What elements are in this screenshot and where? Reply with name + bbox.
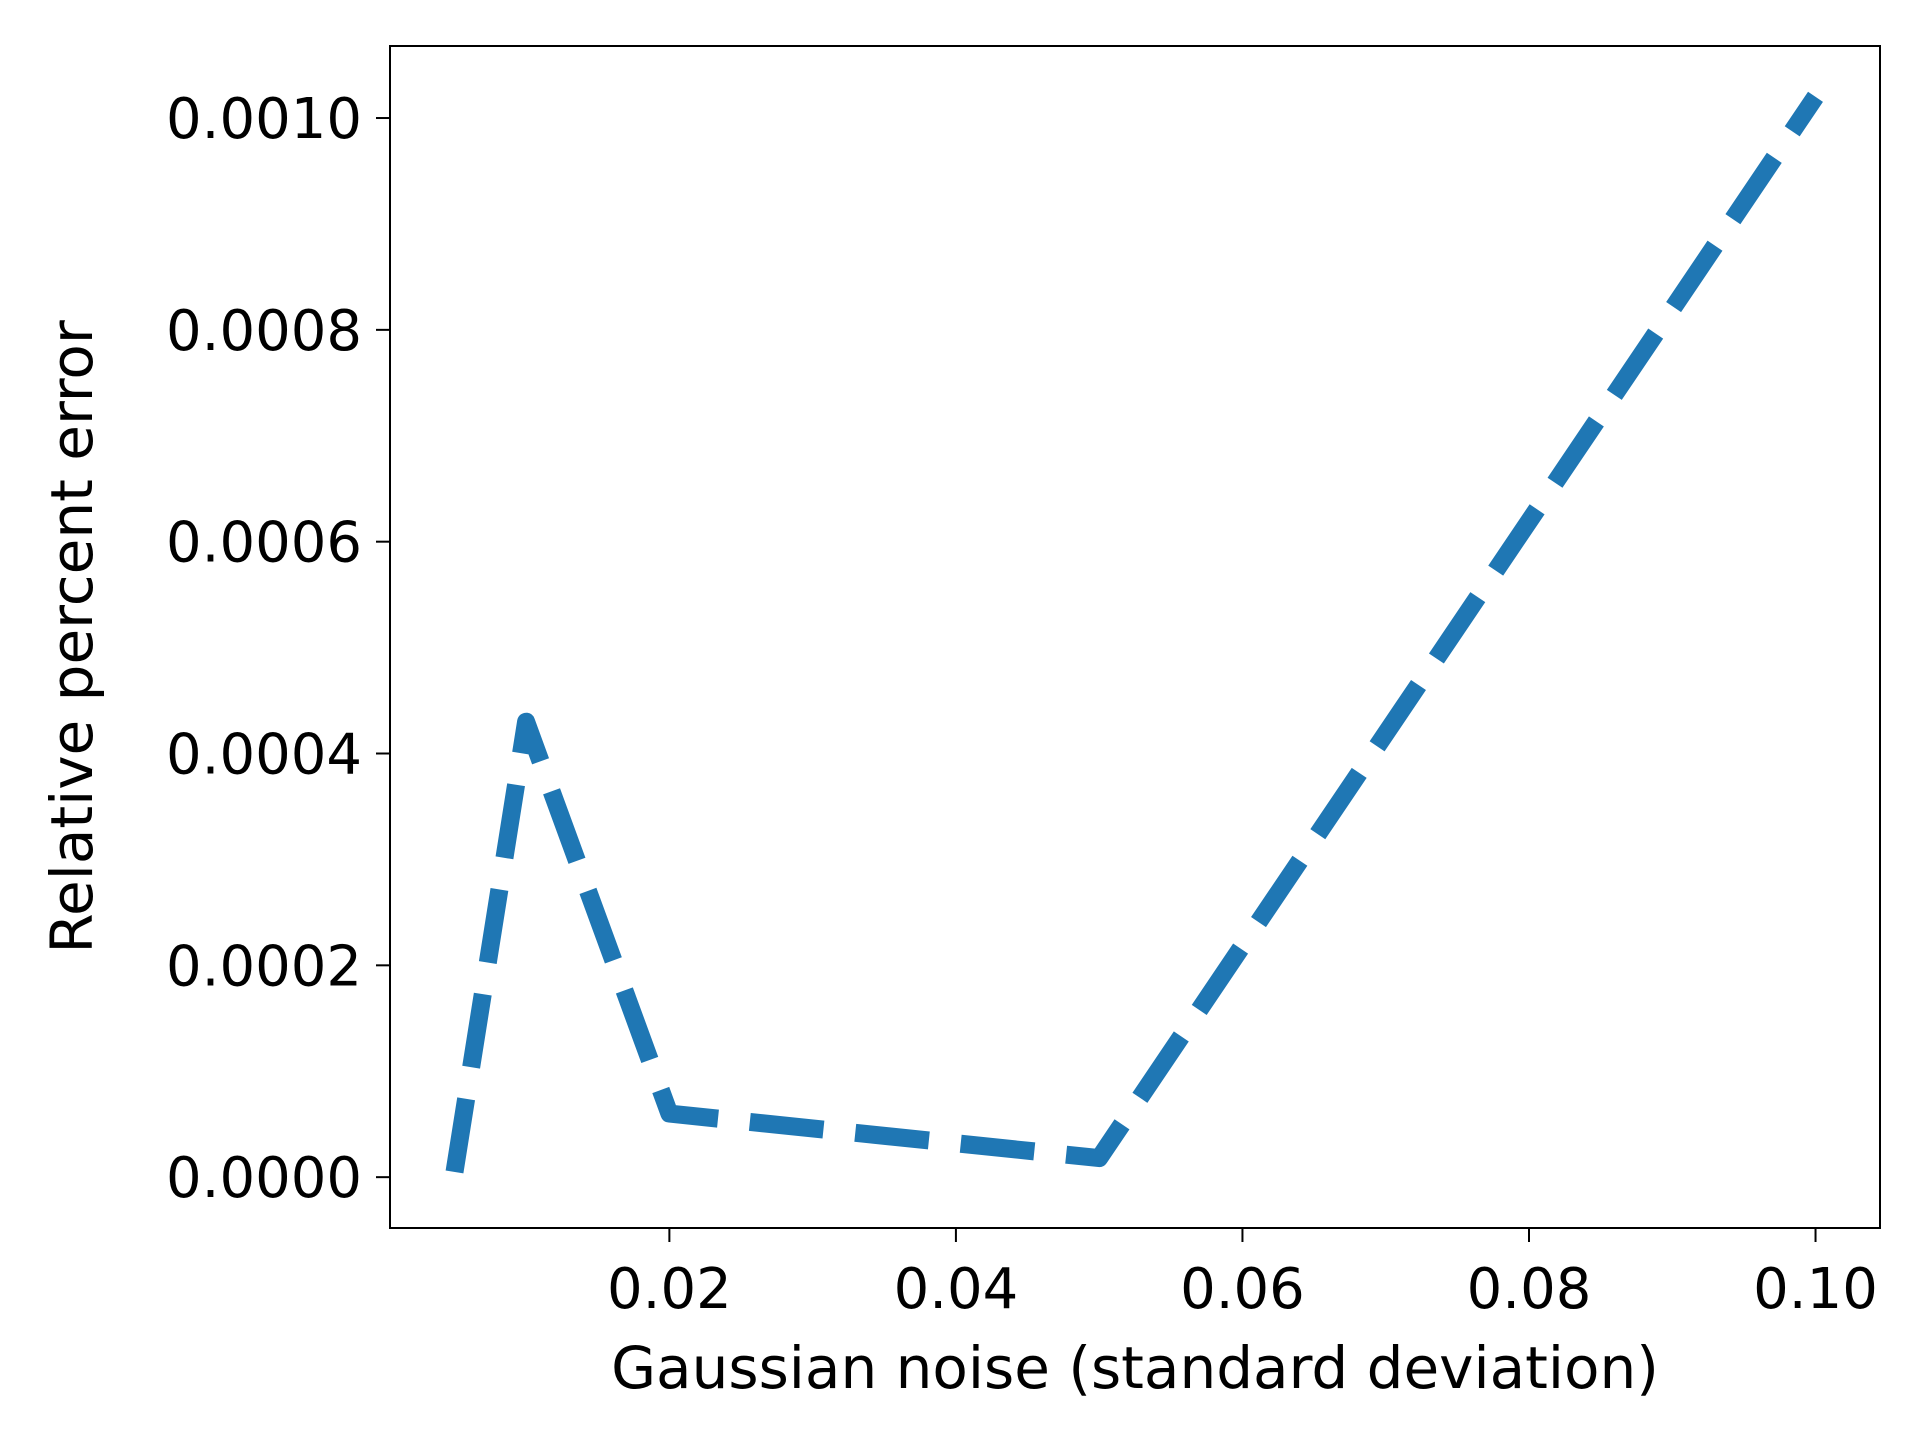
x-axis: 0.02 0.04 0.06 0.08 0.10 — [607, 1228, 1878, 1322]
y-tick-label: 0.0006 — [166, 511, 362, 576]
series-layer — [445, 91, 1823, 1174]
y-tick-label: 0.0010 — [166, 87, 362, 152]
x-tick-label: 0.02 — [607, 1257, 732, 1322]
x-tick-label: 0.06 — [1180, 1257, 1305, 1322]
y-tick-label: 0.0004 — [166, 723, 362, 788]
y-tick-label: 0.0002 — [166, 934, 362, 999]
y-axis-label: Relative percent error — [38, 320, 106, 953]
y-axis: 0.0000 0.0002 0.0004 0.0006 0.0008 0.0010 — [166, 87, 390, 1211]
y-tick-label: 0.0000 — [166, 1146, 362, 1211]
x-axis-label: Gaussian noise (standard deviation) — [611, 1334, 1659, 1402]
x-tick-label: 0.10 — [1753, 1257, 1878, 1322]
plot-frame — [389, 45, 1881, 1229]
series-line — [445, 91, 1823, 1174]
y-tick-label: 0.0008 — [166, 299, 362, 364]
x-tick-label: 0.04 — [894, 1257, 1019, 1322]
x-tick-label: 0.08 — [1467, 1257, 1592, 1322]
plot-area — [390, 46, 1880, 1228]
